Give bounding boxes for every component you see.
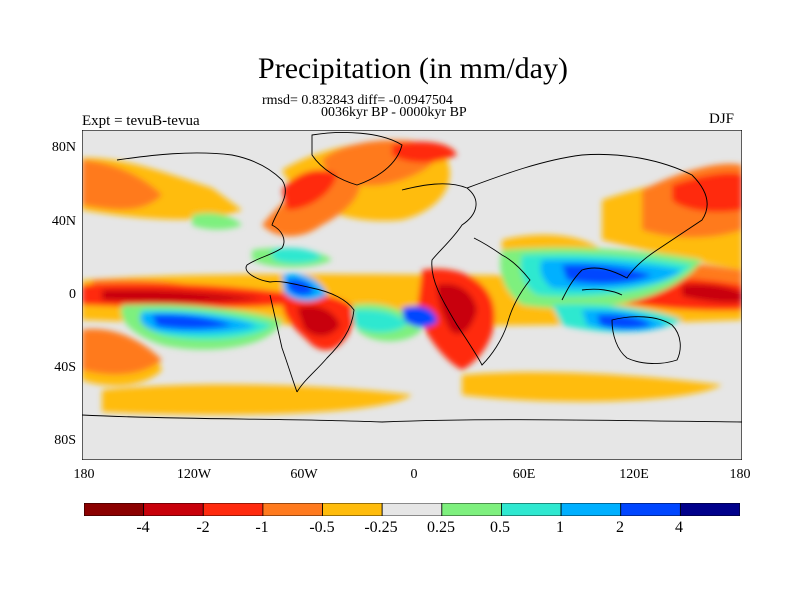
colorbar-swatch (441, 503, 502, 516)
lon-label-0: 0 (410, 467, 418, 482)
lat-label-0: 0 (69, 287, 76, 302)
colorbar-swatch (560, 503, 622, 516)
season-label: DJF (709, 111, 735, 127)
colorbar-label: 0.25 (427, 519, 455, 536)
experiment-label: Expt = tevuB-tevua (82, 113, 200, 129)
lat-label-40s: 40S (54, 360, 76, 375)
lat-label-40n: 40N (51, 214, 76, 229)
colorbar-label: -0.5 (309, 519, 335, 536)
colorbar-swatch (679, 503, 740, 516)
lat-label-80s: 80S (54, 433, 76, 448)
colorbar-swatch (381, 503, 443, 516)
colorbar-label: -4 (136, 519, 150, 536)
precip-fields (82, 140, 742, 415)
colorbar-swatch (202, 503, 264, 516)
colorbar-label: 2 (616, 519, 624, 536)
colorbar-swatch (501, 503, 562, 516)
map-title: Precipitation (in mm/day) (258, 52, 568, 85)
lon-label-60w: 60W (290, 467, 318, 482)
colorbar-label: -0.25 (364, 519, 398, 536)
colorbar-swatch (262, 503, 323, 516)
colorbar-label: -2 (196, 519, 210, 536)
colorbar-label: 4 (675, 519, 683, 536)
lon-label-120e: 120E (619, 467, 649, 482)
stats-line: rmsd= 0.832843 diff= -0.0947504 (262, 93, 453, 108)
colorbar-swatch (322, 503, 383, 516)
lon-label-180w: 180 (73, 467, 95, 482)
lon-label-180e: 180 (729, 467, 751, 482)
colorbar-label: -1 (255, 519, 269, 536)
period-line: 0036kyr BP - 0000kyr BP (321, 105, 467, 120)
lon-label-120w: 120W (176, 467, 212, 482)
colorbar (84, 503, 740, 516)
lon-label-60e: 60E (512, 467, 536, 482)
colorbar-swatch (620, 503, 681, 516)
colorbar-label: 1 (556, 519, 564, 536)
colorbar-swatch (143, 503, 204, 516)
colorbar-swatch (84, 503, 145, 516)
lat-label-80n: 80N (51, 140, 76, 155)
coastlines (82, 132, 742, 423)
colorbar-label: 0.5 (490, 519, 510, 536)
precipitation-map (82, 130, 742, 460)
